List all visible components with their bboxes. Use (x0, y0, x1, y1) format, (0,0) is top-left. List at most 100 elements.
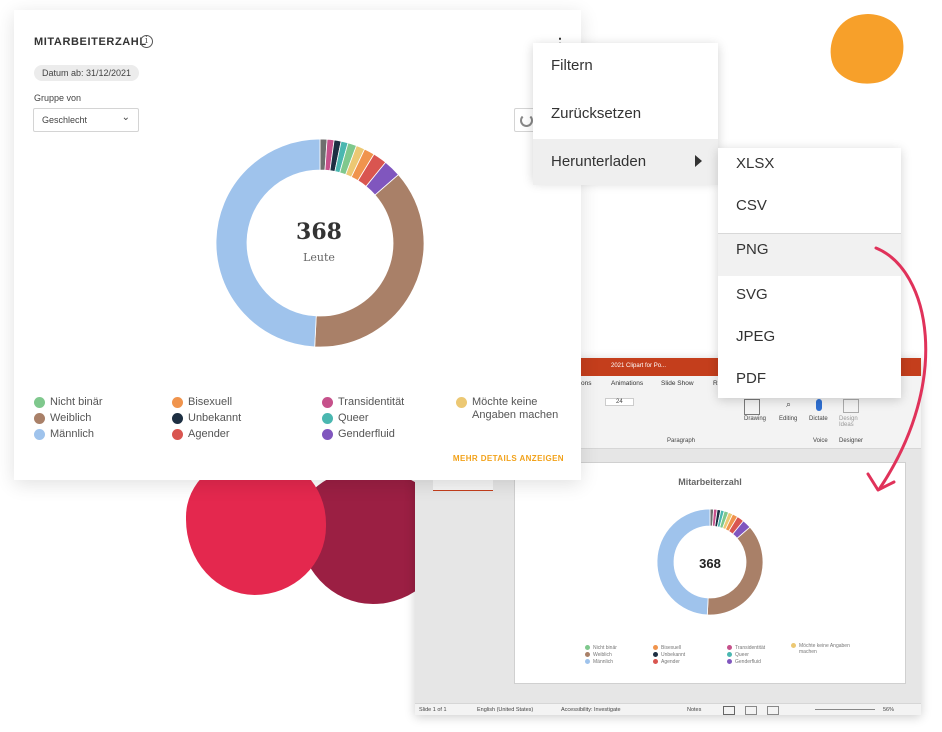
download-svg[interactable]: SVG (718, 279, 901, 321)
ppt-slide[interactable]: Mitarbeiterzahl 368 Nicht binär Weiblich M… (514, 462, 906, 684)
slide-legend-item: Genderfluid (727, 659, 761, 665)
legend-label: Möchte keine Angaben machen (472, 396, 559, 421)
status-slide-count: Slide 1 of 1 (419, 707, 447, 713)
slide-legend-label: Transidentität (735, 645, 766, 651)
download-xlsx[interactable]: XLSX (718, 148, 901, 190)
slide-legend-item: Queer (727, 652, 749, 658)
ppt-group-paragraph: Paragraph (667, 438, 696, 444)
submenu-item-label: JPEG (736, 328, 776, 345)
ppt-window-title: 2021 Clipart for Po... (611, 363, 667, 369)
submenu-item-label: PDF (736, 370, 766, 387)
legend-label: Weiblich (50, 412, 92, 424)
download-jpeg[interactable]: JPEG (718, 321, 901, 363)
ppt-tab-slideshow[interactable]: Slide Show (661, 380, 694, 387)
ppt-drawing-label: Drawing (744, 416, 767, 422)
legend-label: Unbekannt (188, 412, 242, 424)
zoom-slider[interactable] (815, 709, 875, 710)
submenu-divider (718, 233, 901, 234)
legend-color-dot (727, 652, 732, 658)
group-by-label: Gruppe von (34, 93, 82, 103)
legend-color-dot (653, 645, 658, 651)
legend-color-dot (34, 397, 45, 408)
legend-color-dot (322, 397, 333, 408)
total-count-label: Leute (303, 251, 335, 264)
slide-legend-label: Männlich (593, 659, 614, 665)
slide-legend-item: Bisexuell (653, 645, 681, 651)
search-icon[interactable]: ⌕ (786, 399, 792, 409)
legend-color-dot (791, 643, 796, 649)
slide-legend-item: Nicht binär (585, 645, 617, 651)
employee-count-widget: MITARBEITERZAHL i ⋮ Datum ab: 31/12/2021… (14, 10, 581, 480)
donut-chart (216, 139, 424, 347)
download-png[interactable]: PNG (718, 234, 901, 276)
slide-total: 368 (699, 556, 721, 571)
status-notes-button[interactable]: Notes (687, 707, 702, 713)
submenu-item-label: PNG (736, 241, 769, 258)
slide-legend-label: Agender (661, 659, 680, 665)
legend-color-dot (653, 659, 658, 665)
drawing-icon[interactable] (744, 399, 760, 415)
donut-slice-m-nnlich[interactable] (216, 139, 321, 347)
legend-color-dot (34, 429, 45, 440)
slide-legend-label: Unbekannt (661, 652, 686, 658)
legend-label: Genderfluid (338, 428, 395, 440)
microphone-icon[interactable] (816, 399, 822, 411)
chevron-down-icon: ⌄ (121, 112, 130, 123)
menu-item-filter[interactable]: Filtern (533, 43, 718, 89)
legend-color-dot (727, 659, 732, 665)
slide-legend-item: Weiblich (585, 652, 612, 658)
ppt-design-ideas-label: Design Ideas (839, 416, 858, 428)
slide-legend-label: Nicht binär (593, 645, 617, 651)
reading-view-icon[interactable] (767, 706, 779, 715)
legend-color-dot (456, 397, 467, 408)
slide-sorter-icon[interactable] (745, 706, 757, 715)
legend-color-dot (322, 429, 333, 440)
donut-slice-weiblich[interactable] (314, 174, 424, 347)
ppt-editing-label: Editing (779, 416, 798, 422)
options-menu: Filtern Zurücksetzen Herunterladen (533, 43, 718, 185)
ppt-statusbar: Slide 1 of 1 English (United States) Acc… (415, 703, 921, 715)
legend-color-dot (34, 413, 45, 424)
group-by-select[interactable]: Geschlecht ⌄ (33, 108, 139, 132)
ppt-group-designer: Designer (839, 438, 864, 444)
legend-label: Transidentität (338, 396, 405, 408)
download-csv[interactable]: CSV (718, 190, 901, 232)
ppt-slide-thumbnails[interactable] (415, 449, 507, 703)
legend-color-dot (585, 659, 590, 665)
legend-label: Männlich (50, 428, 95, 440)
legend-color-dot (172, 397, 183, 408)
slide-legend-label: Weiblich (593, 652, 612, 658)
menu-item-label: Filtern (551, 57, 593, 74)
ppt-dictate-label: Dictate (809, 416, 828, 422)
normal-view-icon[interactable] (723, 706, 735, 715)
status-language: English (United States) (477, 707, 534, 713)
legend-label: Nicht binär (50, 396, 103, 408)
more-details-link[interactable]: MEHR DETAILS ANZEIGEN (452, 454, 564, 463)
ppt-tab-transitions[interactable]: ons (581, 380, 592, 387)
ppt-tab-animations[interactable]: Animations (611, 380, 644, 387)
slide-legend-item: Unbekannt (653, 652, 685, 658)
slide-legend-label: Queer (735, 652, 749, 658)
menu-item-download[interactable]: Herunterladen (533, 139, 718, 185)
legend-label: Agender (188, 428, 230, 440)
font-size-box[interactable]: 24 (605, 398, 634, 406)
legend-label: Bisexuell (188, 396, 233, 408)
legend-color-dot (585, 652, 590, 658)
slide-donut-slice-m-nnlich (656, 508, 711, 616)
legend-color-dot (727, 645, 732, 651)
download-submenu: XLSX CSV PNG SVG JPEG PDF (718, 148, 901, 398)
submenu-item-label: CSV (736, 197, 767, 214)
refresh-icon (520, 114, 533, 127)
status-zoom[interactable]: 56% (883, 707, 895, 713)
slide-legend-item: Transidentität (727, 645, 765, 651)
submenu-item-label: SVG (736, 286, 768, 303)
download-pdf[interactable]: PDF (718, 363, 901, 405)
info-icon[interactable]: i (140, 35, 153, 48)
design-ideas-icon[interactable] (843, 399, 859, 413)
status-accessibility[interactable]: Accessibility: Investigate (561, 707, 621, 713)
legend-color-dot (172, 413, 183, 424)
menu-item-reset[interactable]: Zurücksetzen (533, 91, 718, 137)
slide-legend-item: Agender (653, 659, 680, 665)
ppt-tab-review[interactable]: R (713, 380, 718, 387)
slide-donut-chart (656, 508, 764, 616)
